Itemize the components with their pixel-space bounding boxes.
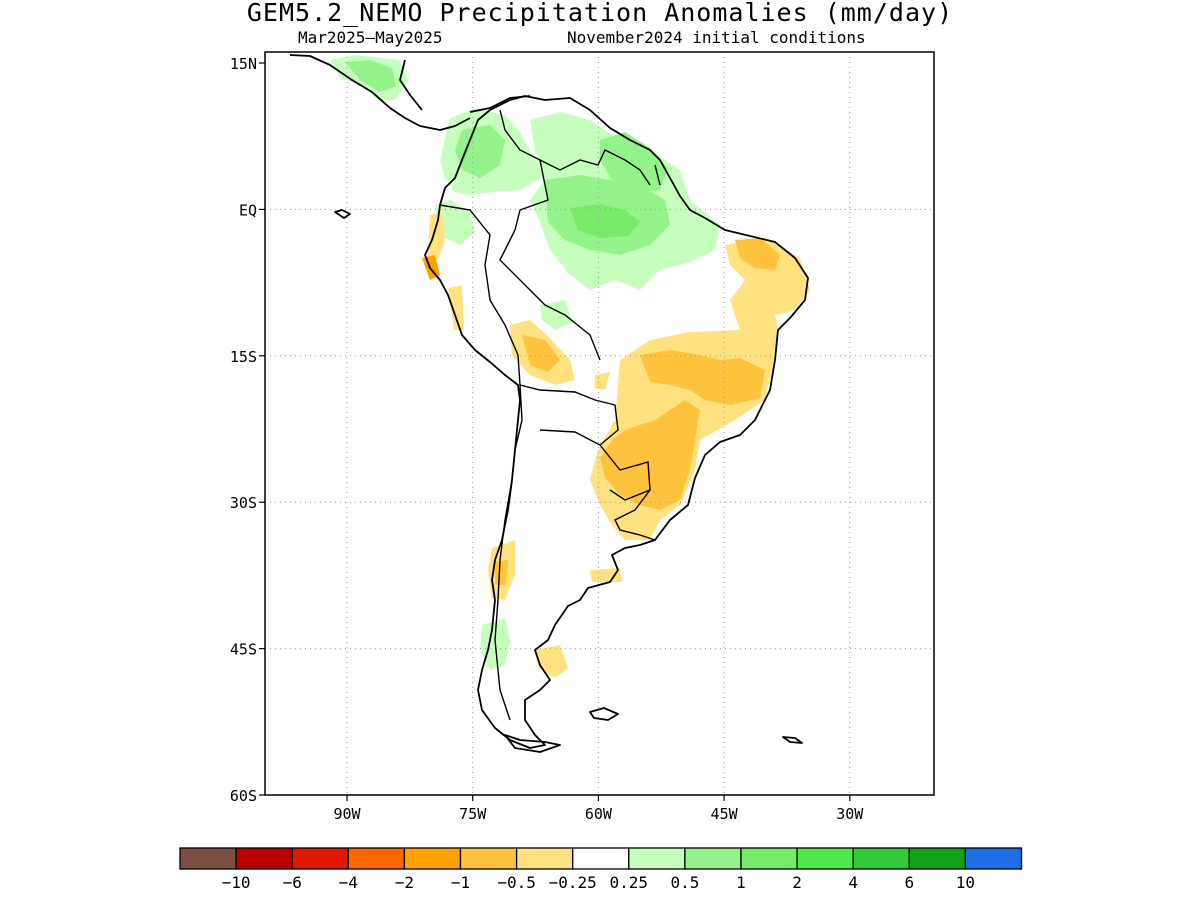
lat-tick-label: EQ xyxy=(239,201,257,219)
wet-area-andes-ecuador xyxy=(435,200,475,245)
lon-tick-label: 90W xyxy=(333,805,361,823)
colorbar-swatch xyxy=(684,847,742,870)
colorbar-label: −2 xyxy=(395,873,414,892)
initial-conditions: November2024 initial conditions xyxy=(567,28,866,47)
border-venezuela-brazil xyxy=(539,149,626,171)
colorbar-swatch xyxy=(740,847,798,870)
tierra-del-fuego xyxy=(504,734,561,753)
colorbar-swatch xyxy=(572,847,630,870)
colorbar-swatch xyxy=(235,847,293,870)
colorbar-swatch xyxy=(515,847,574,870)
colorbar-swatch xyxy=(179,847,237,870)
plot-frame xyxy=(264,51,935,796)
colorbar-label: −10 xyxy=(222,873,251,892)
dry-area-chile-core xyxy=(495,560,508,585)
colorbar-label: −4 xyxy=(339,873,358,892)
lat-tick-label: 15S xyxy=(230,348,257,366)
chart-title: GEM5.2_NEMO Precipitation Anomalies (mm/… xyxy=(246,0,954,27)
lon-tick-label: 60W xyxy=(585,805,613,823)
colorbar-swatch xyxy=(403,847,462,870)
dry-area-buenos-aires xyxy=(590,568,622,582)
dry-area-central-brazil-core xyxy=(640,350,765,405)
longitude-axis: 90W 75W 60W 45W 30W xyxy=(333,795,864,823)
dry-area-patagonia-coast xyxy=(535,645,568,678)
colorbar-label: −6 xyxy=(283,873,302,892)
coastlines xyxy=(289,54,809,753)
wet-area-colombia-core xyxy=(455,125,505,178)
forecast-period: Mar2025—May2025 xyxy=(298,28,443,47)
anomaly-shading xyxy=(330,55,810,678)
colorbar-label: 0.25 xyxy=(610,873,649,892)
border-ecuador-peru xyxy=(439,204,506,326)
lon-tick-label: 45W xyxy=(711,805,739,823)
border-peru-brazil xyxy=(499,229,601,361)
latitude-axis: 15N EQ 15S 30S 45S 60S xyxy=(230,55,265,805)
dry-area-chaco-small xyxy=(594,372,610,390)
lat-tick-label: 30S xyxy=(230,494,257,512)
colorbar-swatch xyxy=(291,847,349,870)
dry-area-parana xyxy=(600,400,700,510)
colorbar-label: −0.5 xyxy=(497,873,536,892)
border-brazil-argentina xyxy=(614,489,656,541)
wet-area-central-america-core xyxy=(345,60,396,92)
colorbar: −10 −6 −4 −2 −1 −0.5 −0.25 0.25 0.5 1 2 4 6 10 xyxy=(179,847,1023,892)
dry-area-peru-south xyxy=(448,285,464,330)
lat-tick-label: 45S xyxy=(230,641,257,659)
central-america-coastline xyxy=(289,54,471,131)
dry-area-peru-coast xyxy=(428,212,445,260)
lat-tick-label: 15N xyxy=(230,55,257,73)
colorbar-label: 2 xyxy=(792,873,802,892)
dry-area-ne-brazil-core xyxy=(735,238,780,270)
wet-area-amazon-max xyxy=(570,204,640,238)
south-georgia xyxy=(782,736,803,744)
dry-area-bolivia-core xyxy=(522,335,560,372)
caribbean-coastline xyxy=(469,95,531,113)
colorbar-swatch xyxy=(628,847,686,870)
colorbar-label: −0.25 xyxy=(549,873,597,892)
lon-tick-label: 75W xyxy=(459,805,487,823)
falkland-islands xyxy=(589,707,619,721)
colorbar-label: 1 xyxy=(736,873,746,892)
wet-area-bolivia-edge xyxy=(540,300,572,330)
lon-tick-label: 30W xyxy=(836,805,864,823)
colorbar-label: 6 xyxy=(904,873,914,892)
border-bolivia xyxy=(504,324,619,446)
wet-area-guianas xyxy=(600,132,668,192)
border-paraguay xyxy=(539,429,651,501)
border-guianas xyxy=(624,159,661,186)
colorbar-label: 4 xyxy=(848,873,858,892)
colorbar-swatch xyxy=(964,847,1023,870)
colorbar-label: 0.5 xyxy=(670,873,699,892)
galapagos xyxy=(334,209,351,219)
border-chile-argentina xyxy=(494,384,523,721)
colorbar-swatch xyxy=(796,847,854,870)
colorbar-swatch xyxy=(852,847,910,870)
country-borders xyxy=(439,109,661,721)
colorbar-swatch xyxy=(459,847,518,870)
colorbar-label: −1 xyxy=(451,873,470,892)
colorbar-label: 10 xyxy=(956,873,975,892)
south-america-coastline xyxy=(424,95,809,749)
colorbar-swatch xyxy=(908,847,967,870)
lat-tick-label: 60S xyxy=(230,787,257,805)
colorbar-swatch xyxy=(347,847,406,870)
